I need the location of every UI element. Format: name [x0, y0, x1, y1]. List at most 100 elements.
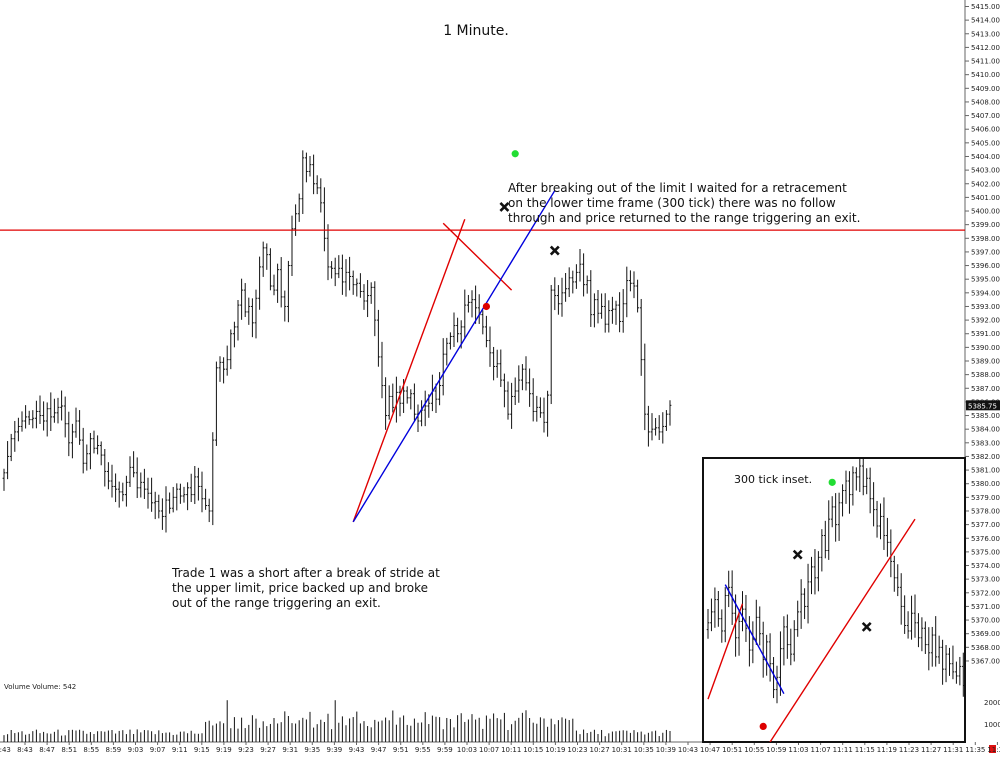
trade-note-line-3: out of the range triggering an exit.	[172, 596, 381, 610]
price-tick-label: 5412.00	[971, 44, 1000, 52]
time-tick-label: 10:43	[678, 746, 698, 754]
price-bar	[243, 283, 247, 318]
price-bar	[391, 383, 395, 413]
price-bars	[2, 150, 672, 533]
price-tick-label: 5414.00	[971, 17, 1000, 25]
price-bar	[42, 401, 45, 431]
price-bar	[45, 402, 49, 437]
exit-cross-marker	[499, 202, 510, 212]
price-tick-label: 5400.00	[971, 208, 1000, 216]
price-bar	[621, 289, 625, 333]
price-tick-label: 5369.00	[971, 630, 1000, 638]
price-bar	[567, 267, 571, 298]
inset-price-bar	[875, 500, 879, 538]
inset-price-bar	[813, 549, 817, 595]
price-bar	[438, 372, 441, 406]
inset-price-bar	[779, 631, 782, 696]
price-bar	[405, 386, 409, 404]
price-bar	[517, 365, 521, 403]
price-tick-label: 5371.00	[971, 603, 1000, 611]
price-bar	[265, 243, 269, 270]
price-bar	[150, 477, 153, 512]
time-tick-label: 9:31	[282, 746, 298, 754]
price-bar	[549, 285, 553, 405]
price-bar	[355, 278, 359, 297]
price-bar	[481, 310, 485, 335]
price-bar	[665, 410, 668, 431]
price-bar	[614, 300, 618, 325]
inset-trendline	[707, 603, 744, 700]
inset-price-bar	[841, 484, 844, 517]
price-bar	[398, 385, 402, 417]
price-bar	[27, 410, 31, 425]
price-bar	[668, 400, 672, 426]
price-tick-label: 5387.00	[971, 385, 1000, 393]
trendlines	[0, 190, 965, 523]
price-bar	[31, 410, 35, 429]
price-bar	[146, 477, 150, 509]
price-bar	[85, 444, 89, 471]
time-tick-label: 3:43	[0, 746, 11, 754]
inset-price-bar	[882, 497, 886, 550]
price-tick-label: 5409.00	[971, 85, 1000, 93]
time-tick-label: 11:39	[987, 746, 1000, 754]
price-bar	[161, 498, 164, 530]
price-bar	[301, 150, 305, 214]
price-bar	[312, 154, 315, 195]
inset-trendline	[724, 584, 785, 695]
inset-price-bar	[810, 556, 813, 595]
annotation-line-2: on the lower time frame (300 tick) there…	[508, 196, 836, 210]
price-bar	[463, 289, 467, 339]
price-tick-label: 5393.00	[971, 303, 1000, 311]
price-bar	[13, 420, 17, 452]
price-tick-label: 5370.00	[971, 617, 1000, 625]
time-tick-label: 9:23	[238, 746, 254, 754]
price-bar	[474, 285, 477, 324]
price-bar	[247, 297, 251, 325]
time-tick-label: 9:35	[304, 746, 320, 754]
inset-price-bar	[737, 610, 741, 656]
price-bar	[139, 472, 143, 498]
price-bar	[261, 241, 265, 277]
inset-price-bar	[848, 471, 851, 514]
price-bar	[657, 415, 661, 441]
price-bar	[535, 395, 539, 422]
price-bar	[326, 224, 330, 281]
time-tick-label: 9:39	[327, 746, 343, 754]
price-bar	[521, 364, 524, 391]
time-tick-label: 11:11	[833, 746, 853, 754]
price-bar	[557, 285, 560, 315]
time-tick-label: 9:51	[393, 746, 409, 754]
price-bar	[553, 277, 557, 311]
price-bar	[153, 491, 157, 520]
inset-price-bar	[937, 635, 941, 664]
price-bar	[377, 309, 380, 367]
price-bar	[200, 471, 204, 513]
inset-price-bar	[910, 595, 913, 640]
price-tick-label: 5410.00	[971, 71, 1000, 79]
inset-price-bar	[744, 594, 748, 642]
price-tick-label: 5397.00	[971, 248, 1000, 256]
price-bar	[369, 282, 373, 304]
price-bar	[470, 290, 474, 318]
inset-price-bar	[899, 573, 903, 625]
price-tick-label: 5401.00	[971, 194, 1000, 202]
inset-chart	[702, 457, 966, 743]
price-bar	[56, 397, 60, 424]
inset-price-bar	[920, 617, 924, 652]
entry-dot-marker	[828, 478, 836, 486]
inset-price-bar	[834, 493, 837, 542]
price-tick-label: 5382.00	[971, 453, 1000, 461]
cross-stroke	[549, 245, 560, 256]
time-tick-label: 10:11	[501, 746, 521, 754]
inset-price-bar	[868, 467, 872, 514]
price-tick-label: 5372.00	[971, 589, 1000, 597]
price-bar	[506, 381, 510, 420]
price-bar	[211, 432, 215, 526]
price-tick-label: 5368.00	[971, 644, 1000, 652]
inset-frame	[702, 457, 966, 743]
inset-price-bar	[710, 598, 713, 632]
inset-price-bar	[817, 551, 820, 592]
price-axis: 5415.00 5414.00 5413.00 5412.00 5411.00 5410.…	[964, 0, 1000, 753]
